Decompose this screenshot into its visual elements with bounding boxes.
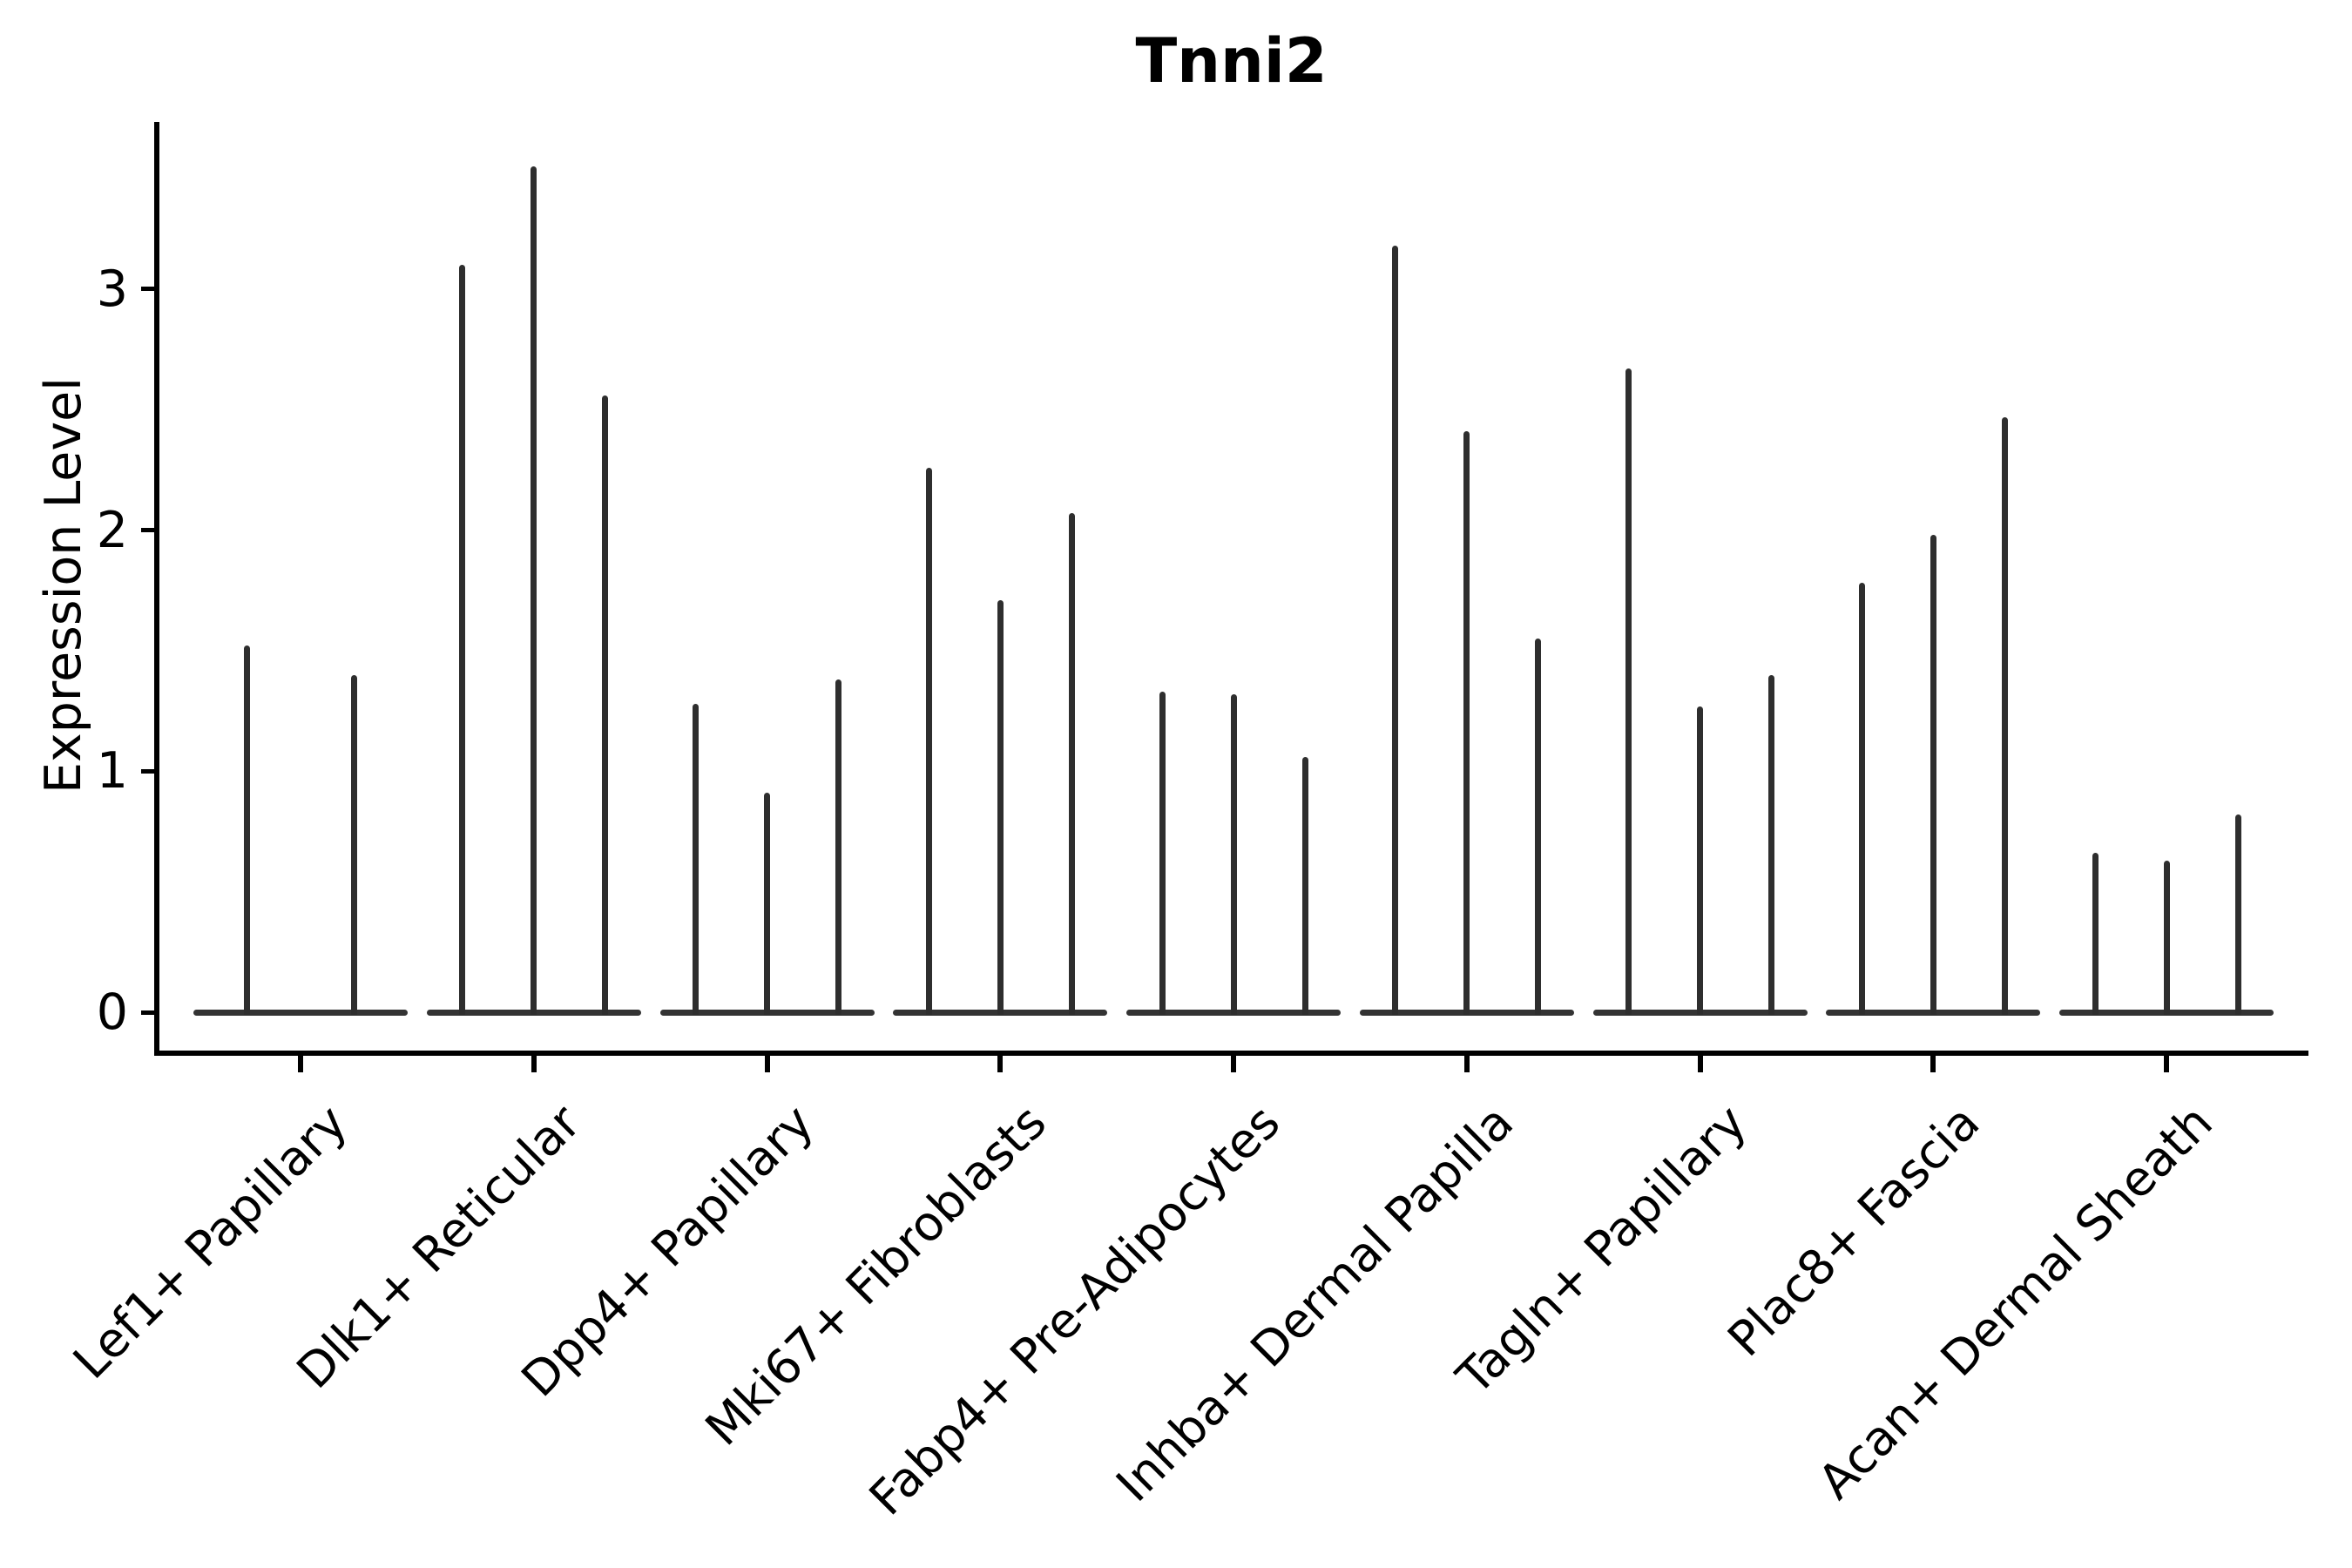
x-tick-label: Plac8+ Fascia	[1717, 1094, 1990, 1368]
y-tick-label: 1	[96, 742, 128, 801]
violin-spike	[835, 679, 841, 1015]
violin-spike	[1768, 674, 1774, 1015]
y-axis-spine	[154, 122, 159, 1056]
x-tick	[2164, 1056, 2169, 1072]
x-tick-label: Fabp4+ Pre-Adipocytes	[858, 1094, 1291, 1526]
violin-spike	[2001, 416, 2008, 1015]
violin-spike	[1392, 246, 1399, 1015]
y-tick	[141, 1010, 154, 1015]
violin-spike	[1301, 756, 1308, 1015]
x-tick	[531, 1056, 537, 1072]
violin-spike	[1858, 583, 1865, 1015]
violin-spike	[2092, 853, 2099, 1015]
x-tick	[1463, 1056, 1470, 1072]
violin-spike	[1625, 368, 1632, 1015]
y-tick	[141, 287, 154, 292]
violin-spike	[997, 599, 1004, 1015]
x-tick	[764, 1056, 770, 1072]
y-tick	[141, 528, 154, 533]
violin-spike	[1159, 691, 1166, 1015]
violin-spike	[2234, 814, 2241, 1015]
violin-spike	[459, 265, 466, 1015]
violin-spike	[602, 395, 609, 1015]
x-tick	[997, 1056, 1004, 1072]
violin-spike	[1697, 706, 1703, 1015]
violin-spike	[2163, 860, 2170, 1015]
x-tick-label: Acan+ Dermal Sheath	[1808, 1094, 2224, 1511]
y-tick-label: 0	[96, 983, 128, 1041]
x-tick	[298, 1056, 303, 1072]
x-tick	[1231, 1056, 1236, 1072]
violin-spike	[351, 674, 357, 1015]
violin-spike	[531, 166, 537, 1015]
violin-spike	[925, 467, 932, 1015]
y-tick-label: 2	[96, 501, 128, 559]
y-tick	[141, 768, 154, 774]
violin-spike	[764, 793, 770, 1015]
violin-spike	[1930, 535, 1936, 1015]
violin-spike	[1463, 431, 1470, 1015]
violin-spike	[1068, 513, 1075, 1015]
violin-spike	[1535, 639, 1542, 1015]
violin-spike	[1230, 693, 1237, 1015]
violin-spike	[244, 645, 250, 1015]
y-axis-label: Expression Level	[35, 377, 92, 794]
violin-spike	[693, 703, 699, 1015]
x-axis-spine	[154, 1051, 2308, 1056]
x-tick	[1697, 1056, 1703, 1072]
y-tick-label: 3	[96, 260, 128, 318]
violin-baseline	[193, 1010, 408, 1016]
x-tick-label: Inhba+ Dermal Papilla	[1105, 1094, 1524, 1513]
x-tick	[1930, 1056, 1936, 1072]
chart-title: Tnni2	[1135, 25, 1328, 97]
